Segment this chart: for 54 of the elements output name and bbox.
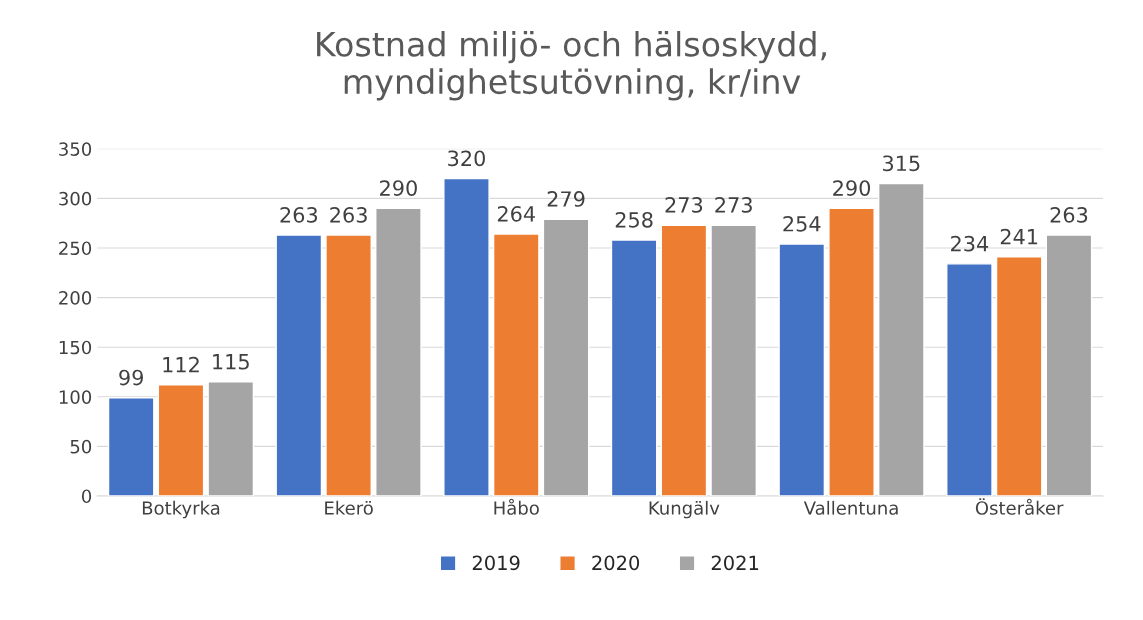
- data-label: 273: [715, 197, 752, 213]
- chart-title: Kostnad miljö- och hälsoskydd, myndighetsutövning, kr/inv: [317, 31, 826, 101]
- data-label: 258: [615, 211, 653, 228]
- y-tick-label: 250: [59, 241, 92, 256]
- x-tick-label: Botkyrka: [142, 500, 220, 519]
- data-label: 263: [280, 206, 318, 223]
- x-tick-label: Vallentuna: [803, 500, 898, 515]
- bar: [828, 207, 875, 496]
- x-tick-label: Kungälv: [649, 500, 720, 519]
- data-label: 320: [448, 150, 485, 167]
- bar: [1045, 234, 1093, 496]
- data-label: 264: [497, 205, 535, 222]
- data-label: 273: [665, 197, 703, 213]
- data-label: 263: [1050, 206, 1088, 223]
- data-label: 254: [783, 215, 821, 232]
- y-tick-label: 200: [59, 291, 92, 305]
- bar: [995, 256, 1043, 496]
- data-label: 290: [380, 180, 417, 196]
- data-label: 99: [119, 369, 143, 386]
- data-label: 115: [213, 354, 249, 370]
- y-tick-label: 100: [59, 390, 92, 404]
- data-label: 279: [547, 191, 585, 207]
- data-label: 112: [163, 356, 199, 373]
- bar: [325, 234, 372, 496]
- legend-label: 2021: [711, 555, 759, 571]
- bar: [375, 207, 422, 496]
- bar: [610, 239, 658, 496]
- data-label: 241: [1000, 228, 1038, 245]
- data-label: 234: [951, 235, 989, 252]
- bar: [275, 234, 323, 496]
- bar: [946, 263, 993, 496]
- bar: [157, 384, 205, 496]
- y-tick-label: 50: [70, 439, 92, 454]
- y-tick-label: 350: [59, 142, 92, 156]
- bar: [492, 233, 540, 496]
- x-tick-label: Ekerö: [325, 500, 373, 515]
- bar: [660, 224, 708, 496]
- y-tick-label: 300: [59, 191, 92, 206]
- bar: [207, 381, 255, 496]
- x-tick-label: Österåker: [975, 498, 1064, 515]
- y-tick-label: 0: [82, 489, 92, 504]
- bar: [778, 243, 826, 496]
- data-label: 263: [330, 206, 367, 223]
- y-tick-label: 150: [59, 340, 92, 355]
- x-tick-label: Håbo: [494, 498, 539, 515]
- legend-label: 2020: [592, 555, 640, 571]
- bar: [710, 224, 758, 496]
- bar: [542, 218, 590, 496]
- bar: [107, 397, 155, 496]
- legend-label: 2019: [472, 555, 520, 571]
- data-label: 290: [833, 180, 871, 196]
- bar: [443, 177, 490, 496]
- data-label: 315: [883, 155, 920, 172]
- bar: [877, 182, 925, 496]
